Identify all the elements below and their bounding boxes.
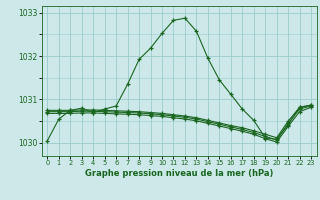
X-axis label: Graphe pression niveau de la mer (hPa): Graphe pression niveau de la mer (hPa) xyxy=(85,169,273,178)
